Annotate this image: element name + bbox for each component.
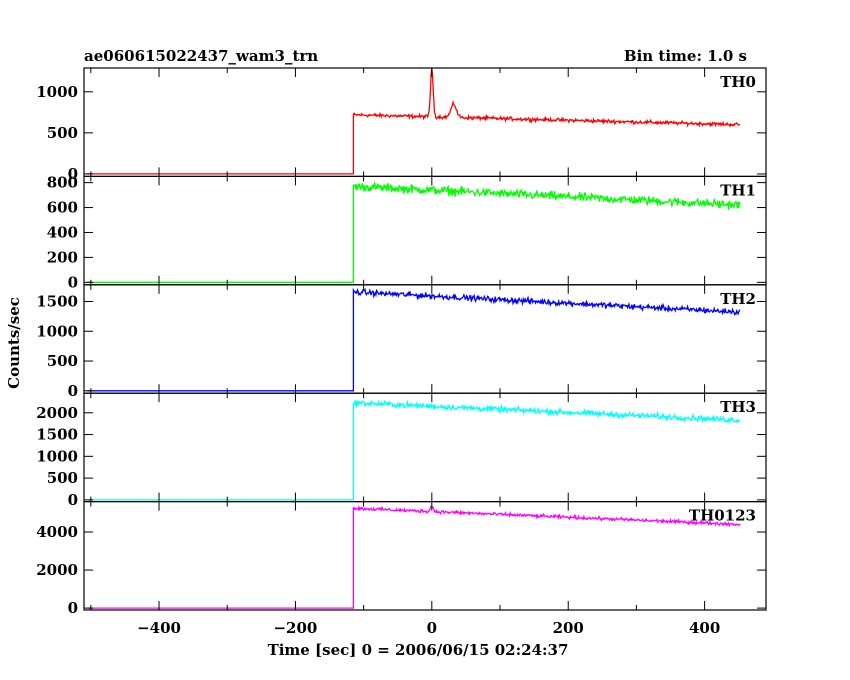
panel-frame: [83, 501, 767, 611]
panel-th2: 0 500 1000 1500 TH2: [36, 284, 767, 400]
y-tick-label: 4000: [36, 523, 78, 541]
panel-frame: [83, 392, 767, 503]
y-tick-label: 0: [68, 382, 78, 400]
series-th2: [87, 287, 741, 392]
x-tick-label: 400: [689, 619, 720, 637]
y-axis-label: Counts/sec: [5, 297, 23, 389]
x-tick-label: −200: [273, 619, 317, 637]
y-tick-label: 0: [68, 491, 78, 509]
x-tick-label: 200: [553, 619, 584, 637]
x-tick-label: −400: [137, 619, 181, 637]
panel-frame: [83, 175, 767, 286]
y-tick-label: 500: [47, 124, 78, 142]
y-tick-label: 0: [68, 165, 78, 183]
panel-label: TH3: [720, 398, 756, 416]
y-tick-label: 500: [47, 469, 78, 487]
panel-th0123: 0 2000 4000 TH0123: [36, 501, 767, 617]
panel-th1: 0 200 400 600 800 TH1: [47, 174, 767, 291]
y-tick-label: 2000: [36, 404, 78, 422]
y-tick-label: 2000: [36, 561, 78, 579]
y-tick-label: 1000: [36, 83, 78, 101]
x-axis-label: Time [sec] 0 = 2006/06/15 02:24:37: [268, 641, 569, 659]
y-tick-label: 600: [47, 199, 78, 217]
y-tick-label: 1500: [36, 292, 78, 310]
y-tick-label: 0: [68, 273, 78, 291]
series-th0123: [87, 504, 741, 609]
y-tick-label: 200: [47, 248, 78, 266]
series-th3: [87, 399, 741, 501]
y-tick-label: 500: [47, 352, 78, 370]
series-th1: [87, 180, 741, 283]
panel-frame: [83, 284, 767, 394]
series-th0: [87, 68, 741, 175]
panel-label: TH1: [720, 181, 756, 199]
y-tick-label: 1000: [36, 322, 78, 340]
chart-title: ae060615022437_wam3_trn: [84, 47, 318, 65]
y-tick-label: 800: [47, 174, 78, 192]
bin-time-label: Bin time: 1.0 s: [624, 47, 747, 65]
y-tick-label: 1500: [36, 426, 78, 444]
y-tick-label: 400: [47, 223, 78, 241]
y-tick-label: 1000: [36, 447, 78, 465]
panel-th3: 0 500 1000 1500 2000 TH3: [36, 392, 767, 509]
panel-th0: 0 500 1000 TH0: [36, 67, 767, 183]
panel-label: TH2: [720, 290, 756, 308]
panel-label: TH0123: [689, 507, 756, 525]
panel-label: TH0: [720, 73, 756, 91]
y-tick-label: 0: [68, 599, 78, 617]
x-tick-label: 0: [427, 619, 437, 637]
